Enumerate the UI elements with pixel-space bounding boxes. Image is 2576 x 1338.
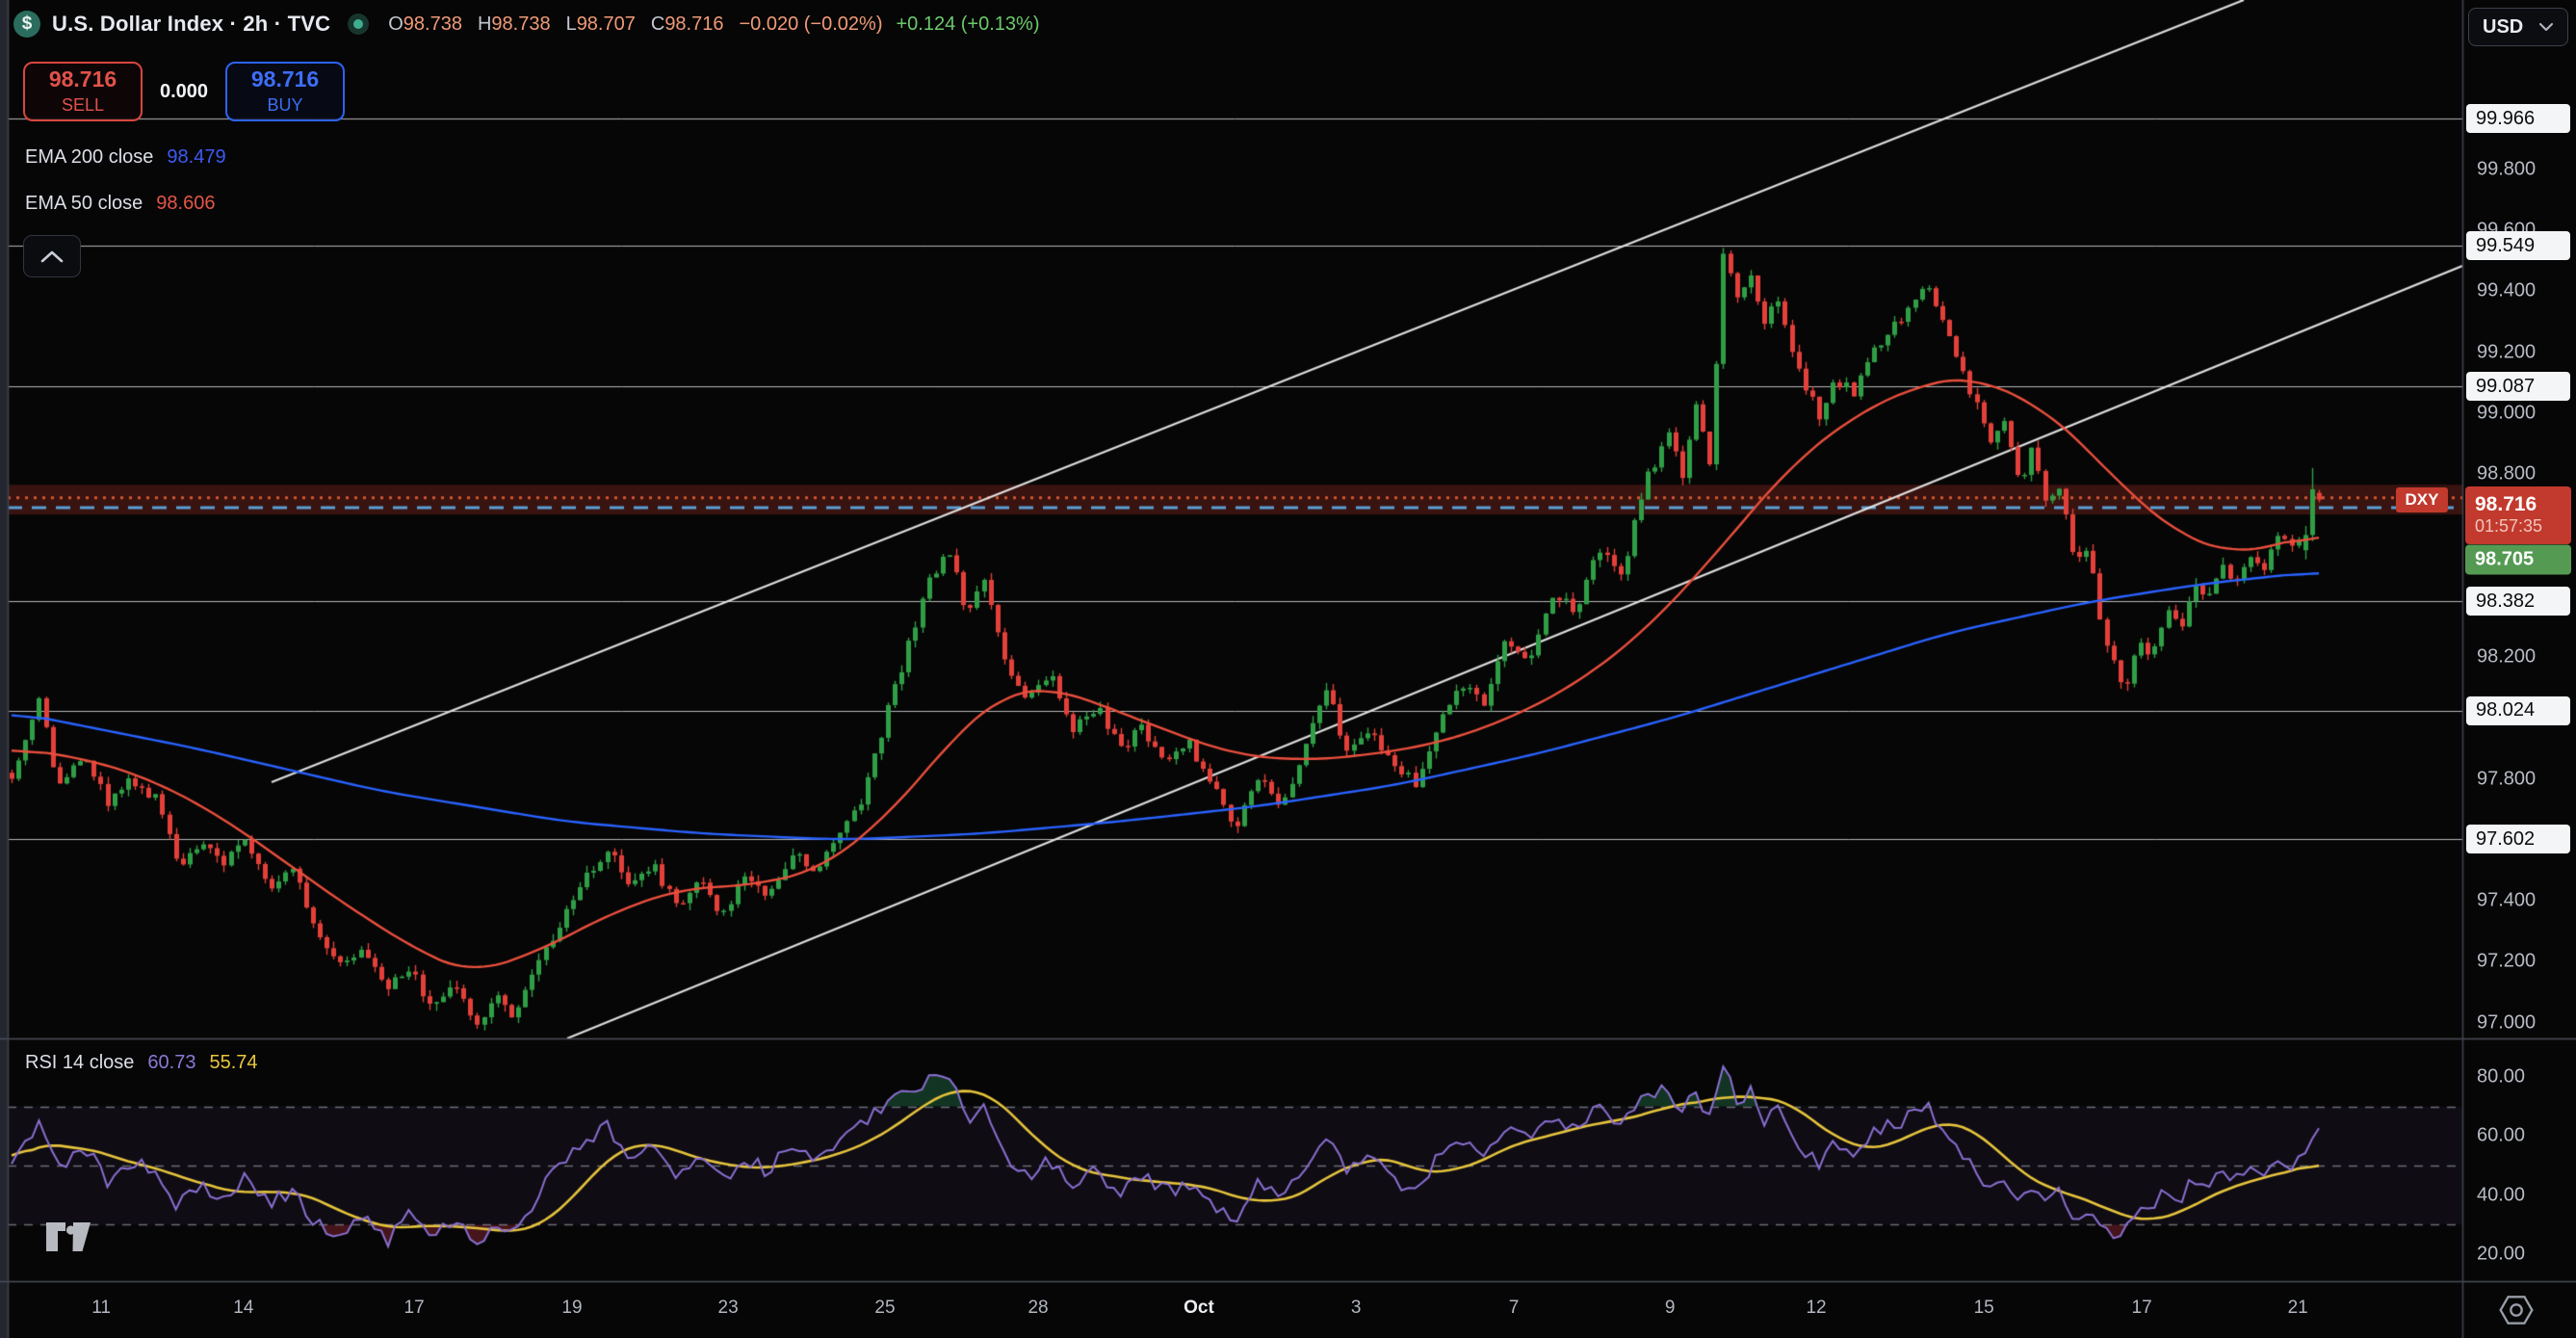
trade-widget: 98.716 SELL 0.000 98.716 BUY bbox=[23, 62, 346, 121]
price-axis-tick[interactable]: 98.800 bbox=[2477, 462, 2537, 485]
ema200-legend[interactable]: EMA 200 close 98.479 bbox=[25, 146, 226, 169]
rsi-axis-tick[interactable]: 40.00 bbox=[2477, 1184, 2526, 1206]
currency-selector[interactable]: USD bbox=[2468, 8, 2568, 46]
time-axis-label[interactable]: 19 bbox=[561, 1298, 583, 1318]
current-price-badge: 98.716 01:57:35 bbox=[2465, 485, 2571, 544]
price-axis-tick[interactable]: 97.200 bbox=[2477, 950, 2537, 972]
collapse-pane-button[interactable] bbox=[23, 235, 81, 277]
buy-price: 98.716 bbox=[250, 66, 320, 92]
time-axis-label[interactable]: 28 bbox=[1028, 1298, 1049, 1318]
ohlc-readout: O98.738 H98.738 L98.707 C98.716 bbox=[388, 13, 723, 36]
price-level-badge: 98.024 bbox=[2466, 695, 2570, 725]
buy-label: BUY bbox=[267, 94, 303, 115]
ema50-legend[interactable]: EMA 50 close 98.606 bbox=[25, 193, 215, 215]
symbol-tag-badge: DXY bbox=[2396, 486, 2448, 512]
time-axis-label[interactable]: 14 bbox=[233, 1298, 254, 1318]
buy-button[interactable]: 98.716 BUY bbox=[225, 62, 346, 121]
time-axis-label[interactable]: 17 bbox=[2131, 1298, 2152, 1318]
time-axis-label[interactable]: 25 bbox=[874, 1298, 896, 1318]
change-value: −0.020 (−0.02%) bbox=[739, 13, 883, 35]
chevron-up-icon bbox=[40, 250, 64, 263]
current-price-value: 98.716 bbox=[2475, 493, 2537, 516]
sell-button[interactable]: 98.716 SELL bbox=[23, 62, 143, 121]
ema50-label: EMA 50 close bbox=[25, 193, 143, 214]
rsi-axis-tick[interactable]: 80.00 bbox=[2477, 1065, 2526, 1088]
price-level-badge: 98.382 bbox=[2466, 587, 2570, 617]
bar-countdown: 01:57:35 bbox=[2475, 516, 2543, 537]
time-axis-label[interactable]: 15 bbox=[1973, 1298, 1994, 1318]
price-axis-tick[interactable]: 99.000 bbox=[2477, 402, 2537, 424]
ohlc-close: C98.716 bbox=[650, 13, 724, 35]
price-axis-tick[interactable]: 99.400 bbox=[2477, 279, 2537, 302]
ema50-value: 98.606 bbox=[156, 193, 216, 214]
sell-price: 98.716 bbox=[48, 66, 117, 92]
timeframe-settings-icon[interactable] bbox=[2498, 1292, 2535, 1333]
time-axis-label[interactable]: 7 bbox=[1508, 1298, 1520, 1318]
time-axis-label[interactable]: 9 bbox=[1664, 1298, 1676, 1318]
ema200-value: 98.479 bbox=[167, 146, 226, 168]
extended-change-value: +0.124 (+0.13%) bbox=[896, 13, 1040, 35]
time-axis-label[interactable]: 21 bbox=[2287, 1298, 2308, 1318]
time-axis-label[interactable]: 11 bbox=[91, 1298, 111, 1318]
price-level-badge: 99.087 bbox=[2466, 372, 2570, 402]
price-level-badge: 99.966 bbox=[2466, 104, 2570, 134]
symbol-legend: $ U.S. Dollar Index · 2h · TVC O98.738 H… bbox=[13, 8, 1039, 40]
price-level-badge: 97.602 bbox=[2466, 825, 2570, 854]
symbol-title[interactable]: U.S. Dollar Index · 2h · TVC bbox=[52, 12, 331, 36]
rsi-signal-value: 55.74 bbox=[209, 1052, 258, 1073]
chevron-down-icon bbox=[2538, 22, 2554, 32]
market-status-icon bbox=[348, 13, 370, 35]
price-axis-tick[interactable]: 99.800 bbox=[2477, 158, 2537, 180]
rsi-legend[interactable]: RSI 14 close 60.73 55.74 bbox=[25, 1052, 258, 1074]
price-axis-tick[interactable]: 97.000 bbox=[2477, 1011, 2537, 1034]
sell-label: SELL bbox=[61, 94, 105, 115]
rsi-axis-tick[interactable]: 20.00 bbox=[2477, 1243, 2526, 1265]
price-axis-tick[interactable]: 97.400 bbox=[2477, 889, 2537, 911]
time-axis-label[interactable]: 23 bbox=[717, 1298, 739, 1318]
price-axis-tick[interactable]: 99.200 bbox=[2477, 341, 2537, 362]
time-axis-label[interactable]: Oct bbox=[1184, 1298, 1214, 1318]
rsi-axis-tick[interactable]: 60.00 bbox=[2477, 1124, 2526, 1146]
currency-label: USD bbox=[2483, 15, 2524, 38]
tradingview-logo[interactable] bbox=[46, 1221, 91, 1257]
time-axis-label[interactable]: 17 bbox=[403, 1298, 425, 1318]
price-axis-tick[interactable]: 98.200 bbox=[2477, 645, 2537, 668]
rsi-label: RSI 14 close bbox=[25, 1052, 135, 1073]
ema200-label: EMA 200 close bbox=[25, 146, 154, 168]
ohlc-high: H98.738 bbox=[477, 13, 551, 35]
secondary-price-badge: 98.705 bbox=[2465, 544, 2571, 575]
spread-value: 0.000 bbox=[160, 80, 209, 102]
ohlc-open: O98.738 bbox=[388, 13, 462, 35]
symbol-dollar-icon: $ bbox=[13, 11, 40, 38]
price-axis-tick[interactable]: 97.800 bbox=[2477, 768, 2537, 790]
rsi-value: 60.73 bbox=[147, 1052, 196, 1073]
price-level-badge: 99.549 bbox=[2466, 231, 2570, 261]
time-axis-label[interactable]: 3 bbox=[1350, 1298, 1362, 1318]
time-axis-label[interactable]: 12 bbox=[1806, 1298, 1827, 1318]
ohlc-low: L98.707 bbox=[565, 13, 636, 35]
